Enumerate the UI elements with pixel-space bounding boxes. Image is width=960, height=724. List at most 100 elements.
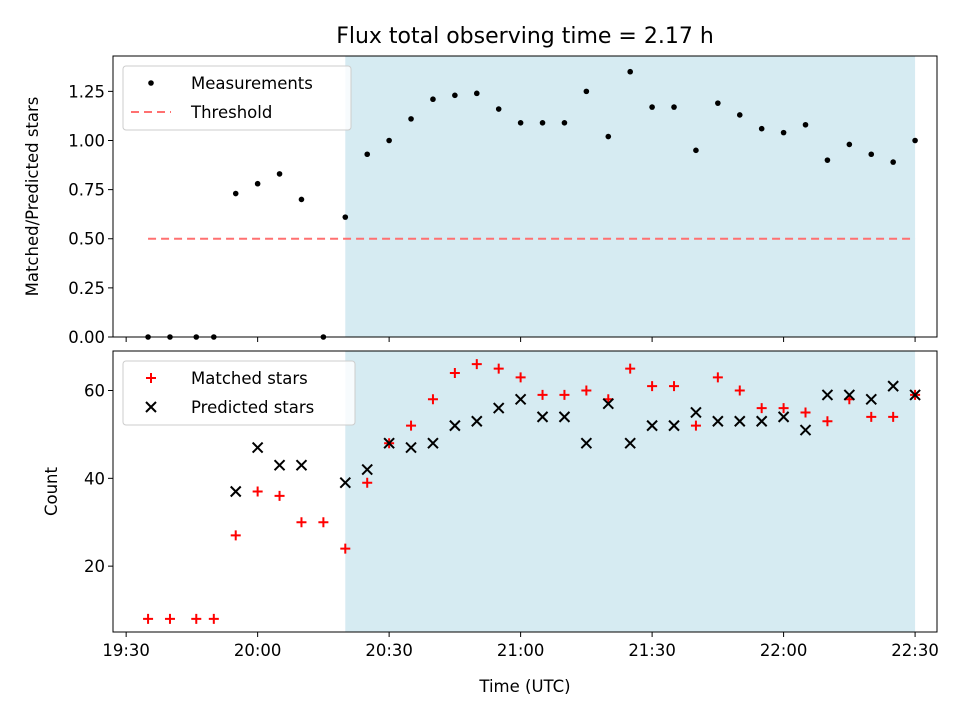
data-point: [800, 407, 811, 418]
data-point: [646, 419, 658, 432]
x-axis-label: Time (UTC): [478, 677, 570, 696]
data-point: [495, 106, 502, 112]
data-point: [361, 463, 373, 476]
data-point: [602, 397, 614, 410]
data-point: [647, 381, 658, 392]
data-point: [208, 613, 219, 624]
data-point: [734, 385, 745, 396]
data-point: [232, 190, 239, 197]
data-point: [712, 372, 723, 383]
data-point: [912, 137, 918, 144]
data-point: [320, 334, 327, 340]
data-point: [734, 415, 746, 427]
data-point: [493, 363, 504, 374]
data-point: [627, 68, 633, 75]
data-point: [693, 147, 699, 154]
data-point: [295, 459, 308, 471]
axes-frame: [112, 350, 938, 633]
panel-2: 20 40 60 19:30 20:00 20:30 21:00 21:30 22:00 22:3…: [42, 350, 939, 660]
data-point: [298, 196, 305, 203]
data-point: [583, 88, 590, 95]
data-point: [342, 214, 349, 220]
data-point: [167, 334, 173, 340]
data-point: [473, 90, 480, 97]
data-point: [145, 334, 151, 340]
data-point: [888, 411, 899, 422]
data-point: [193, 334, 200, 340]
legend-label: Matched stars: [191, 369, 308, 388]
legend-label: Predicted stars: [191, 398, 314, 417]
data-point: [514, 393, 527, 406]
data-point: [211, 334, 217, 340]
legend: Measurements Threshold: [122, 65, 352, 131]
data-point: [715, 100, 721, 106]
data-point: [799, 424, 812, 436]
data-point: [515, 372, 526, 383]
data-point: [865, 393, 877, 406]
data-point: [273, 459, 286, 471]
data-point: [824, 157, 831, 163]
data-point: [539, 120, 546, 126]
series-predicted-stars: [230, 380, 921, 498]
data-point: [866, 411, 877, 422]
data-point: [712, 415, 724, 427]
data-point: [449, 367, 460, 378]
data-point: [408, 116, 414, 122]
data-point: [778, 403, 789, 414]
data-point: [756, 403, 767, 414]
data-point: [671, 104, 677, 110]
data-point: [536, 411, 549, 423]
data-point: [649, 104, 655, 110]
y-tick-label: 40: [84, 469, 105, 488]
x-tick-label: 22:00: [760, 641, 808, 660]
data-point: [471, 359, 482, 370]
data-point: [276, 171, 283, 177]
data-point: [736, 112, 743, 118]
data-point: [777, 411, 790, 423]
data-point: [339, 477, 352, 489]
data-point: [537, 389, 548, 400]
data-point: [758, 125, 765, 132]
series-measurements: [145, 68, 918, 340]
data-point: [780, 129, 787, 136]
data-point: [143, 613, 154, 624]
data-point: [625, 363, 636, 374]
data-point: [887, 380, 899, 392]
y-tick-label: 20: [84, 557, 105, 576]
legend-label: Measurements: [191, 74, 313, 93]
data-point: [868, 151, 875, 158]
data-point: [580, 437, 593, 449]
y-tick-label: 0.25: [68, 279, 105, 298]
data-point: [430, 96, 436, 103]
data-point: [802, 121, 809, 128]
data-point: [340, 543, 351, 554]
y-axis-label: Count: [42, 466, 61, 516]
x-tick-label: 19:30: [102, 641, 150, 660]
data-point: [517, 120, 524, 126]
data-point: [386, 137, 392, 144]
y-tick-label: 1.00: [68, 131, 105, 150]
data-point: [558, 411, 571, 423]
y-tick-label: 0.75: [68, 181, 105, 200]
data-point: [755, 415, 768, 427]
data-point: [690, 420, 701, 431]
x-tick-label: 21:30: [628, 641, 676, 660]
y-tick-label: 0.50: [68, 230, 105, 249]
data-point: [364, 151, 371, 158]
x-tick-label: 22:30: [891, 641, 939, 660]
data-point: [427, 394, 438, 405]
panel-1: 0.00 0.25 0.50 0.75 1.00 1.25 Matched/Predicte…: [23, 55, 938, 347]
data-point: [383, 437, 395, 449]
data-point: [846, 141, 853, 148]
y-tick-label: 0.00: [68, 328, 105, 347]
data-point: [890, 159, 896, 165]
data-point: [296, 517, 307, 528]
data-point: [909, 389, 921, 401]
data-point: [581, 385, 592, 396]
chart-title: Flux total observing time = 2.17 h: [336, 24, 714, 49]
legend-marker: [146, 373, 156, 383]
data-point: [471, 415, 483, 427]
data-point: [362, 477, 373, 488]
data-point: [164, 613, 175, 624]
